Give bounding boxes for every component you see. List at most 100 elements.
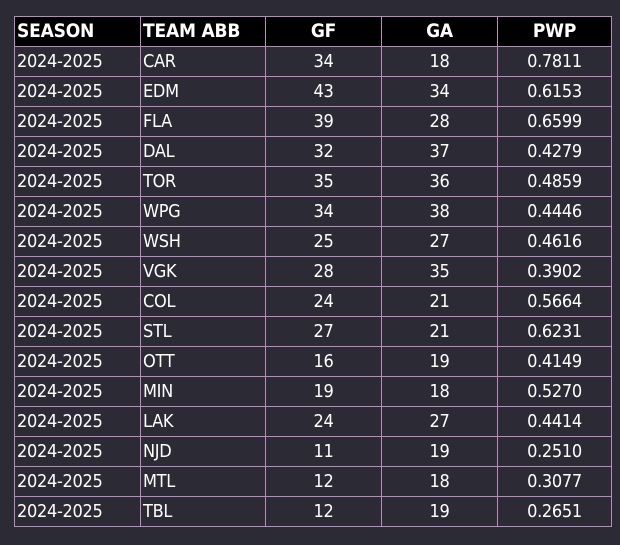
table-body: 2024-2025 CAR 34 18 0.7811 2024-2025 EDM 43 34 0.… [14, 46, 612, 527]
table-row: 2024-2025 MTL 12 18 0.3077 [14, 466, 612, 497]
cell-ga: 18 [381, 46, 498, 77]
cell-pwp: 0.4149 [497, 346, 612, 377]
cell-gf: 34 [265, 46, 382, 77]
cell-season: 2024-2025 [14, 106, 141, 137]
cell-season: 2024-2025 [14, 466, 141, 497]
cell-gf: 35 [265, 166, 382, 197]
cell-gf: 25 [265, 226, 382, 257]
cell-team-abb: LAK [140, 406, 266, 437]
cell-team-abb: EDM [140, 76, 266, 107]
cell-season: 2024-2025 [14, 316, 141, 347]
column-header-team-abb: TEAM ABB [140, 16, 266, 47]
cell-pwp: 0.4859 [497, 166, 612, 197]
cell-pwp: 0.2510 [497, 436, 612, 467]
cell-season: 2024-2025 [14, 406, 141, 437]
cell-pwp: 0.6153 [497, 76, 612, 107]
cell-ga: 34 [381, 76, 498, 107]
cell-gf: 28 [265, 256, 382, 287]
cell-gf: 34 [265, 196, 382, 227]
cell-pwp: 0.3077 [497, 466, 612, 497]
cell-ga: 36 [381, 166, 498, 197]
cell-ga: 19 [381, 496, 498, 527]
table-row: 2024-2025 LAK 24 27 0.4414 [14, 406, 612, 437]
cell-ga: 21 [381, 316, 498, 347]
cell-team-abb: OTT [140, 346, 266, 377]
table-row: 2024-2025 EDM 43 34 0.6153 [14, 76, 612, 107]
cell-team-abb: FLA [140, 106, 266, 137]
cell-pwp: 0.5270 [497, 376, 612, 407]
table-row: 2024-2025 TOR 35 36 0.4859 [14, 166, 612, 197]
cell-ga: 19 [381, 346, 498, 377]
cell-pwp: 0.4279 [497, 136, 612, 167]
table-row: 2024-2025 NJD 11 19 0.2510 [14, 436, 612, 467]
cell-pwp: 0.4446 [497, 196, 612, 227]
cell-gf: 32 [265, 136, 382, 167]
table-row: 2024-2025 WPG 34 38 0.4446 [14, 196, 612, 227]
cell-gf: 12 [265, 496, 382, 527]
column-header-pwp: PWP [497, 16, 612, 47]
column-header-ga: GA [381, 16, 498, 47]
column-header-gf: GF [265, 16, 382, 47]
cell-team-abb: CAR [140, 46, 266, 77]
cell-season: 2024-2025 [14, 346, 141, 377]
cell-season: 2024-2025 [14, 376, 141, 407]
cell-team-abb: DAL [140, 136, 266, 167]
cell-season: 2024-2025 [14, 256, 141, 287]
table-row: 2024-2025 CAR 34 18 0.7811 [14, 46, 612, 77]
cell-gf: 16 [265, 346, 382, 377]
cell-team-abb: STL [140, 316, 266, 347]
table-row: 2024-2025 DAL 32 37 0.4279 [14, 136, 612, 167]
cell-ga: 21 [381, 286, 498, 317]
cell-team-abb: WPG [140, 196, 266, 227]
cell-pwp: 0.4414 [497, 406, 612, 437]
cell-season: 2024-2025 [14, 76, 141, 107]
cell-pwp: 0.7811 [497, 46, 612, 77]
table-row: 2024-2025 WSH 25 27 0.4616 [14, 226, 612, 257]
cell-team-abb: VGK [140, 256, 266, 287]
stats-table: SEASON TEAM ABB GF GA PWP 2024-2025 CAR 34… [14, 16, 612, 527]
table-row: 2024-2025 FLA 39 28 0.6599 [14, 106, 612, 137]
table-row: 2024-2025 TBL 12 19 0.2651 [14, 496, 612, 527]
cell-team-abb: TOR [140, 166, 266, 197]
cell-season: 2024-2025 [14, 136, 141, 167]
cell-gf: 43 [265, 76, 382, 107]
cell-gf: 12 [265, 466, 382, 497]
header-row: SEASON TEAM ABB GF GA PWP [14, 16, 612, 47]
cell-team-abb: MIN [140, 376, 266, 407]
cell-ga: 35 [381, 256, 498, 287]
cell-season: 2024-2025 [14, 436, 141, 467]
cell-season: 2024-2025 [14, 496, 141, 527]
table-row: 2024-2025 OTT 16 19 0.4149 [14, 346, 612, 377]
cell-gf: 11 [265, 436, 382, 467]
cell-pwp: 0.6599 [497, 106, 612, 137]
cell-gf: 39 [265, 106, 382, 137]
cell-ga: 18 [381, 466, 498, 497]
cell-team-abb: MTL [140, 466, 266, 497]
cell-pwp: 0.2651 [497, 496, 612, 527]
table-row: 2024-2025 COL 24 21 0.5664 [14, 286, 612, 317]
column-header-season: SEASON [14, 16, 141, 47]
cell-ga: 19 [381, 436, 498, 467]
cell-gf: 24 [265, 286, 382, 317]
cell-team-abb: NJD [140, 436, 266, 467]
cell-team-abb: WSH [140, 226, 266, 257]
cell-pwp: 0.4616 [497, 226, 612, 257]
cell-ga: 18 [381, 376, 498, 407]
cell-season: 2024-2025 [14, 226, 141, 257]
cell-ga: 38 [381, 196, 498, 227]
cell-gf: 27 [265, 316, 382, 347]
cell-ga: 37 [381, 136, 498, 167]
cell-season: 2024-2025 [14, 286, 141, 317]
table-container: SEASON TEAM ABB GF GA PWP 2024-2025 CAR 34… [14, 16, 612, 527]
cell-pwp: 0.5664 [497, 286, 612, 317]
cell-season: 2024-2025 [14, 46, 141, 77]
cell-ga: 28 [381, 106, 498, 137]
cell-season: 2024-2025 [14, 196, 141, 227]
cell-pwp: 0.6231 [497, 316, 612, 347]
cell-ga: 27 [381, 226, 498, 257]
cell-team-abb: COL [140, 286, 266, 317]
cell-gf: 19 [265, 376, 382, 407]
cell-team-abb: TBL [140, 496, 266, 527]
cell-ga: 27 [381, 406, 498, 437]
table-row: 2024-2025 VGK 28 35 0.3902 [14, 256, 612, 287]
